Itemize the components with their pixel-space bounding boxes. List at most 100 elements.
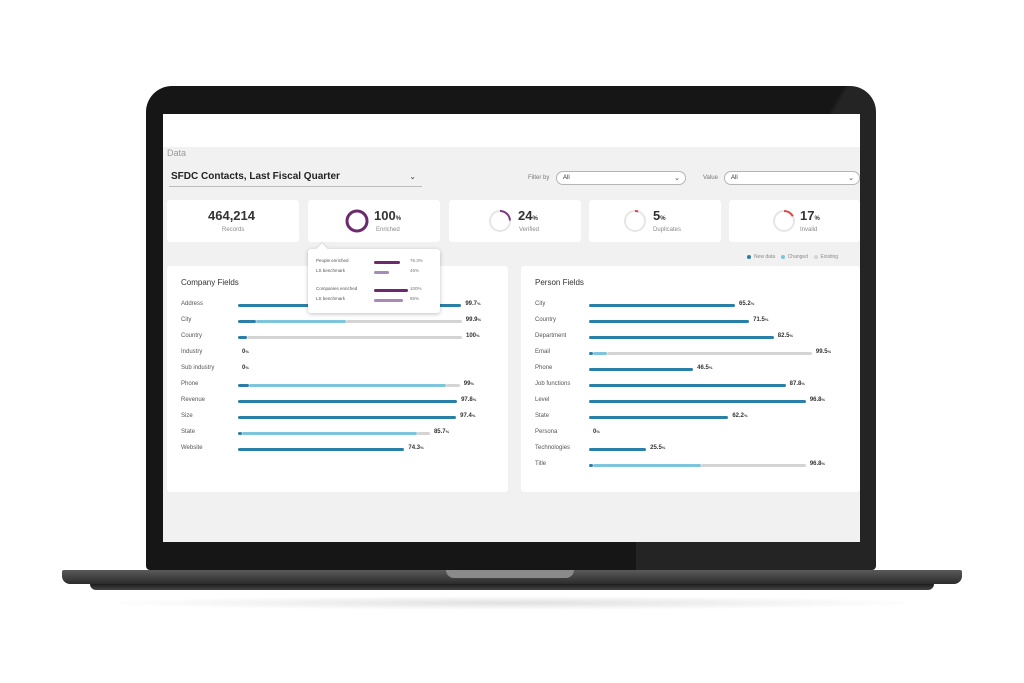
field-percent: 0%	[242, 349, 249, 355]
bar-segment-changed	[249, 384, 447, 387]
field-label: Title	[535, 461, 547, 467]
bar-segment-changed	[593, 352, 607, 355]
legend-dot	[780, 254, 785, 259]
filter-by-select[interactable]: All ⌄	[556, 171, 686, 185]
bar-segment-existing	[701, 464, 806, 467]
tooltip-row: LS benchmark 45%	[316, 268, 434, 276]
field-percent: 65.2%	[739, 301, 755, 307]
bar-legend: New data Changed Existing	[747, 254, 838, 260]
field-label: Persona	[535, 429, 558, 435]
filter-by-value: All	[563, 175, 570, 181]
tooltip-value: 45%	[410, 268, 420, 273]
field-label: Industry	[181, 349, 203, 355]
field-percent: 99.7%	[465, 301, 481, 307]
duplicates-ring	[624, 210, 646, 232]
field-percent: 96.8%	[809, 397, 826, 403]
stat-card-enriched[interactable]: 100% Enriched	[308, 200, 440, 242]
bar-segment-existing	[246, 336, 462, 339]
field-percent: 99.5%	[815, 349, 832, 355]
bar-segment-new	[238, 320, 256, 323]
tooltip-bar	[374, 299, 403, 302]
stat-card-duplicates[interactable]: 5% Duplicates	[589, 200, 721, 242]
field-row: State 62.2%	[521, 412, 860, 422]
field-percent: 97.4%	[460, 413, 476, 419]
filter-by-label: Filter by	[528, 175, 550, 181]
field-row: State 85.7%	[167, 428, 508, 438]
field-percent: 97.8%	[461, 397, 477, 403]
value-filter-value: All	[731, 175, 738, 181]
chevron-down-icon: ⌄	[409, 172, 416, 181]
field-row: City 99.9%	[167, 316, 508, 326]
legend-dot	[747, 254, 751, 259]
data-dashboard: Data SFDC Contacts, Last Fiscal Quarter …	[163, 114, 860, 542]
verified-label: Verified	[519, 227, 540, 233]
tooltip-bar	[374, 289, 408, 292]
bar-segment-new	[238, 336, 247, 339]
tooltip-value: 76.3%	[410, 258, 423, 263]
field-percent: 0%	[593, 429, 600, 435]
tooltip-arrow	[316, 243, 328, 255]
field-label: Phone	[535, 365, 553, 371]
field-label: City	[535, 301, 546, 307]
stat-card-verified[interactable]: 24% Verified	[449, 200, 581, 242]
field-label: Size	[181, 413, 193, 419]
bar-segment-new	[589, 336, 774, 339]
field-row: Department 82.5%	[521, 332, 860, 342]
legend-changed: Changed	[780, 254, 808, 260]
tooltip-value: 100%	[410, 286, 422, 291]
report-select[interactable]: SFDC Contacts, Last Fiscal Quarter ⌄	[169, 167, 422, 187]
chevron-down-icon: ⌄	[674, 175, 680, 182]
field-label: Website	[181, 445, 203, 451]
field-label: Address	[181, 301, 204, 307]
invalid-ring	[773, 210, 795, 232]
bar-segment-existing	[345, 320, 462, 323]
field-percent: 96.8%	[809, 461, 826, 467]
bar-segment-new	[589, 416, 729, 419]
legend-new-data: New data	[747, 254, 775, 260]
field-label: City	[181, 317, 192, 323]
field-row: Title 96.8%	[521, 460, 860, 470]
field-label: Job functions	[535, 381, 571, 387]
field-percent: 82.5%	[777, 333, 794, 339]
duplicates-label: Duplicates	[653, 227, 682, 233]
field-row: Industry 0%	[167, 348, 508, 358]
field-label: Country	[181, 333, 203, 339]
tooltip-row: Companies enriched 100%	[316, 286, 434, 294]
field-row: Technologies 25.5%	[521, 444, 860, 454]
laptop-shadow	[90, 596, 934, 610]
bar-segment-new	[238, 432, 243, 435]
field-percent: 85.7%	[433, 429, 450, 435]
stat-card-invalid[interactable]: 17% Invalid	[729, 200, 860, 242]
bar-segment-changed	[255, 320, 346, 323]
laptop-base-front	[90, 584, 934, 590]
bar-segment-new	[589, 448, 647, 451]
field-label: Sub industry	[181, 365, 215, 371]
bar-segment-new	[238, 416, 457, 419]
enrichment-tooltip: People enriched 76.3% LS benchmark 45% Compa…	[308, 243, 440, 313]
field-label: Email	[535, 349, 551, 355]
field-row: Persona 0%	[521, 428, 860, 438]
laptop-notch	[446, 570, 574, 578]
stat-card-records[interactable]: 464,214 Records	[167, 200, 299, 242]
field-percent: 74.3%	[408, 445, 424, 451]
bar-segment-changed	[242, 432, 418, 435]
field-row: Level 96.8%	[521, 396, 860, 406]
field-row: Sub industry 0%	[167, 364, 508, 374]
tooltip-value: 85%	[410, 296, 420, 301]
value-filter-select[interactable]: All ⌄	[724, 171, 860, 185]
field-row: Job functions 87.8%	[521, 380, 860, 390]
field-label: Technologies	[535, 445, 571, 451]
field-row: Revenue 97.8%	[167, 396, 508, 406]
invalid-value: 17%	[800, 208, 820, 223]
tooltip-label: LS benchmark	[316, 296, 346, 301]
field-label: Department	[535, 333, 567, 339]
bar-segment-new	[589, 304, 736, 307]
field-row: Country 71.5%	[521, 316, 860, 326]
laptop-screen: Data SFDC Contacts, Last Fiscal Quarter …	[163, 114, 860, 542]
app-header	[163, 114, 860, 147]
field-row: Size 97.4%	[167, 412, 508, 422]
bar-segment-existing	[606, 352, 812, 355]
field-percent: 25.5%	[650, 445, 666, 451]
tooltip-label: LS benchmark	[316, 268, 346, 273]
